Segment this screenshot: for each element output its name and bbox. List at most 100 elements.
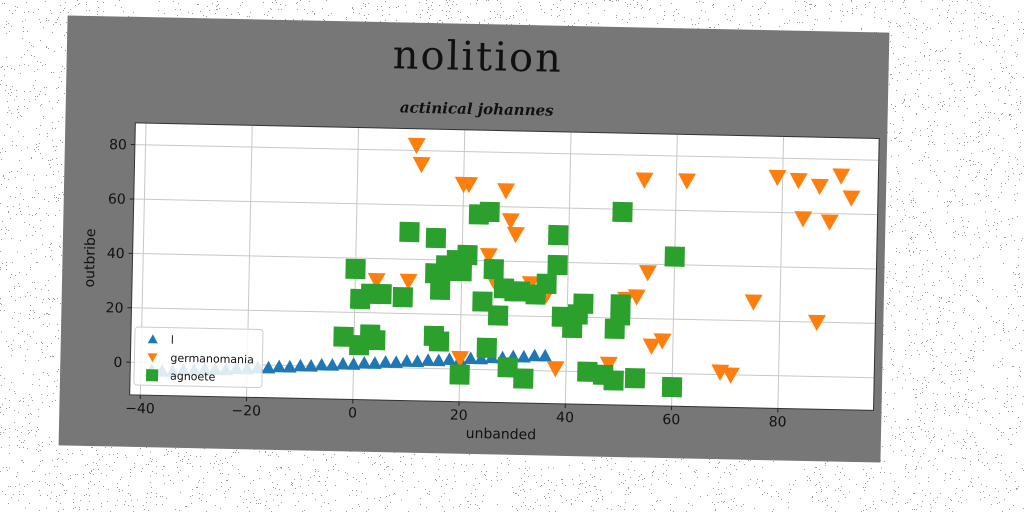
data-point	[794, 211, 813, 228]
chart-plot: −40 −20 0 20 40 60 80 0 20 40 60 80 unbanded outbri…	[82, 122, 880, 443]
data-point	[497, 357, 518, 378]
data-point	[635, 172, 654, 189]
legend: l germanomania agnoete	[133, 326, 264, 389]
data-point	[392, 286, 414, 308]
chart-figure: nolition actinical johannes −40 −20 0 20 40 6…	[58, 15, 890, 463]
grid	[130, 123, 879, 409]
data-point	[577, 361, 598, 382]
data-point	[808, 314, 827, 332]
data-point	[603, 370, 624, 391]
data-point	[547, 254, 568, 276]
data-point	[271, 359, 286, 373]
data-point	[378, 355, 393, 368]
data-point	[527, 348, 542, 362]
data-point	[661, 376, 683, 398]
data-point	[820, 214, 839, 231]
data-point	[789, 172, 808, 190]
data-point	[638, 264, 657, 282]
data-point	[367, 356, 382, 369]
data-point	[451, 350, 470, 368]
data-point	[664, 246, 685, 267]
x-gridline	[564, 131, 572, 404]
data-point	[721, 367, 740, 384]
data-point	[412, 156, 431, 174]
data-point	[410, 354, 425, 368]
data-point	[399, 354, 414, 367]
data-point	[345, 258, 366, 280]
data-point	[842, 190, 861, 207]
data-point	[768, 169, 787, 187]
data-point	[388, 355, 403, 369]
data-point	[367, 272, 386, 290]
data-point	[463, 351, 478, 365]
data-point	[428, 331, 450, 352]
data-point	[335, 356, 350, 370]
data-point	[624, 367, 646, 389]
data-point	[407, 137, 426, 155]
y-tick-label: 20	[105, 300, 123, 316]
y-axis-label: outbribe	[82, 228, 99, 287]
data-point	[832, 168, 851, 185]
data-point	[472, 291, 493, 312]
x-tick-label: 60	[662, 412, 680, 428]
y-tick-label: 60	[108, 191, 126, 207]
data-point	[479, 201, 500, 223]
data-point	[442, 352, 457, 366]
data-point	[612, 201, 633, 223]
x-tick-label: −40	[125, 401, 155, 418]
data-point	[346, 357, 361, 370]
data-point	[399, 221, 420, 243]
data-point	[479, 248, 498, 265]
legend-marker	[145, 369, 159, 382]
data-point	[476, 337, 497, 359]
data-point	[371, 283, 392, 305]
data-point	[573, 293, 594, 314]
data-point	[537, 348, 552, 362]
legend-marker	[147, 353, 158, 363]
data-point	[460, 176, 479, 194]
data-point	[261, 360, 276, 374]
data-point	[303, 358, 318, 372]
data-point	[513, 368, 534, 389]
data-point	[610, 294, 631, 315]
data-point	[449, 364, 470, 385]
x-tick-label: 0	[348, 405, 357, 421]
data-point	[357, 356, 372, 369]
data-point	[506, 226, 525, 244]
data-point	[429, 279, 451, 300]
data-point	[293, 358, 308, 372]
data-point	[678, 173, 697, 190]
data-point	[333, 326, 354, 347]
plot-frame	[129, 122, 880, 411]
axis-ticks: −40 −20 0 20 40 60 80 0 20 40 60 80	[105, 137, 786, 430]
y-tick-label: 40	[107, 246, 125, 262]
y-tick-label: 80	[109, 137, 127, 153]
data-point	[425, 227, 447, 249]
data-point	[521, 276, 540, 293]
x-tick-label: 20	[450, 408, 468, 424]
legend-box	[133, 326, 264, 389]
data-point	[599, 356, 618, 374]
data-point	[325, 358, 340, 371]
data-point	[501, 213, 520, 230]
x-axis-label: unbanded	[466, 426, 537, 443]
data-point	[451, 260, 473, 282]
data-point	[548, 224, 569, 246]
x-gridline	[777, 136, 785, 409]
data-point	[810, 178, 829, 196]
data-point	[282, 359, 297, 373]
legend-label: l	[171, 334, 174, 347]
data-point	[653, 333, 672, 350]
legend-label: agnoete	[170, 370, 216, 384]
data-point	[516, 349, 531, 363]
data-point	[744, 294, 763, 311]
series-agnoete	[333, 201, 685, 398]
data-point	[420, 353, 435, 367]
y-gridline	[133, 198, 878, 216]
plot-area	[129, 122, 880, 411]
data-point	[642, 338, 661, 355]
legend-marker	[147, 334, 158, 344]
data-point	[483, 258, 504, 280]
data-point	[536, 273, 557, 295]
data-point	[627, 289, 646, 306]
